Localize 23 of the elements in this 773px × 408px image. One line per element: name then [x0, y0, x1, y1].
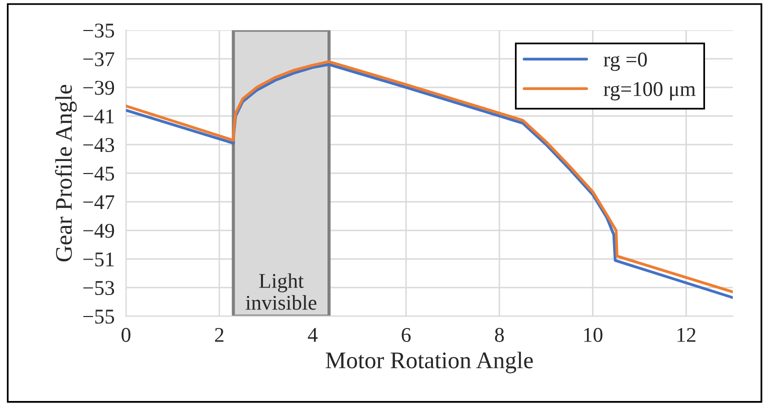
x-tick-label: 4	[308, 328, 318, 342]
x-axis-title: Motor Rotation Angle	[326, 352, 533, 374]
y-tick-label: −47	[83, 195, 114, 210]
x-tick-label: 2	[215, 328, 224, 342]
y-tick-label: −53	[83, 281, 114, 296]
y-axis-title: Gear Profile Angle	[55, 84, 77, 262]
y-tick-label: −41	[83, 109, 114, 124]
x-tick-label: 8	[495, 328, 504, 342]
x-tick-label: 10	[584, 328, 602, 342]
y-tick-label: −35	[83, 24, 114, 38]
legend-label: rg=100 μm	[604, 82, 696, 100]
y-tick-label: −39	[83, 80, 114, 95]
y-tick-label: −51	[83, 252, 114, 266]
x-tick-label: 6	[402, 328, 411, 342]
x-tick-label: 12	[678, 328, 696, 342]
y-tick-label: −43	[83, 138, 114, 152]
band-label: Light invisible	[246, 273, 316, 310]
y-tick-label: −37	[83, 52, 114, 66]
y-tick-label: −45	[83, 166, 114, 181]
y-tick-label: −49	[83, 224, 114, 238]
legend-label: rg =0	[604, 52, 647, 71]
y-tick-label: −55	[83, 310, 114, 324]
x-tick-label: 0	[122, 328, 130, 342]
